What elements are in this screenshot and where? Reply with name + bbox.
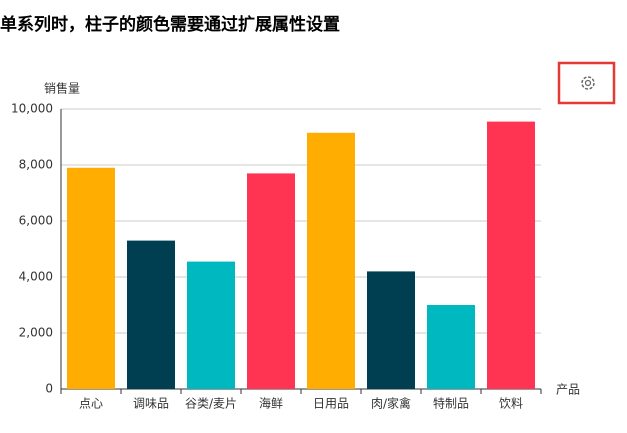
x-tick-label: 谷类/麦片 <box>185 397 237 411</box>
bar <box>307 132 355 390</box>
bar <box>427 305 475 389</box>
bar <box>487 121 535 389</box>
x-tick-label: 肉/家禽 <box>371 396 411 411</box>
y-tick-label: 10,000 <box>11 102 53 116</box>
gear-outer <box>581 76 595 90</box>
y-tick-label: 0 <box>45 382 53 396</box>
bar <box>367 271 415 389</box>
y-tick-label: 6,000 <box>19 214 53 228</box>
y-axis-label: 销售量 <box>44 81 80 96</box>
y-tick-label: 8,000 <box>19 158 53 172</box>
x-tick-label: 点心 <box>79 397 103 411</box>
x-tick-label: 日用品 <box>313 397 349 411</box>
bar <box>127 240 175 389</box>
x-tick-label: 特制品 <box>433 396 469 411</box>
x-tick-label: 调味品 <box>133 397 169 411</box>
x-tick-label: 海鲜 <box>259 396 283 411</box>
highlight-box <box>557 61 616 105</box>
x-tick-label: 饮料 <box>499 397 523 411</box>
bar <box>247 173 295 389</box>
bar <box>187 261 235 389</box>
settings-button[interactable] <box>557 61 616 105</box>
gear-inner <box>584 79 592 87</box>
x-axis-label: 产品 <box>556 383 580 397</box>
chart-title: 单系列时，柱子的颜色需要通过扩展属性设置 <box>0 14 340 35</box>
y-tick-label: 4,000 <box>19 270 53 284</box>
y-tick-label: 2,000 <box>19 326 53 340</box>
bar <box>67 167 115 389</box>
